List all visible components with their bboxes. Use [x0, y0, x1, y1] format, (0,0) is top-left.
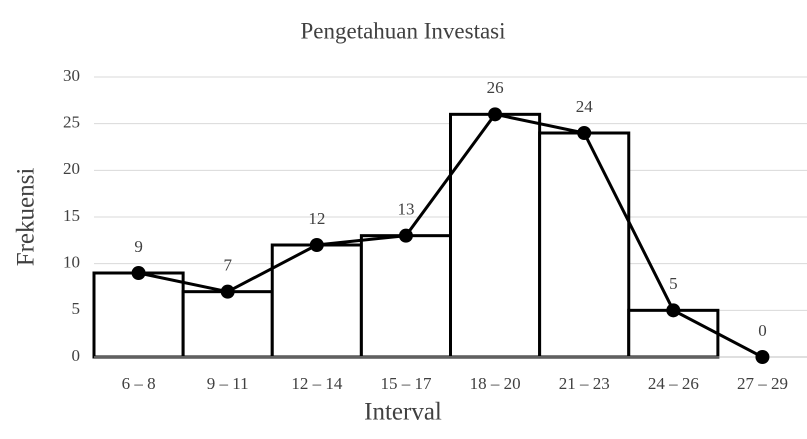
bar [181, 290, 274, 359]
y-tick-label: 30 [63, 66, 80, 85]
y-tick-label: 0 [72, 346, 81, 365]
frequency-polygon [138, 112, 764, 359]
point-marker [220, 284, 235, 299]
bar [92, 271, 185, 359]
x-tick-label: 27 – 29 [737, 374, 788, 393]
point-marker [131, 266, 146, 280]
y-tick-label: 10 [63, 253, 80, 272]
y-tick-label: 20 [63, 159, 80, 178]
point-marker [577, 126, 592, 140]
point-marker [666, 303, 681, 318]
data-label: 24 [576, 97, 594, 116]
data-label: 13 [397, 200, 414, 219]
data-label: 0 [758, 321, 767, 340]
x-tick-label: 15 – 17 [380, 374, 432, 393]
chart-title: Pengetahuan Investasi [300, 18, 505, 43]
point-marker [398, 228, 413, 243]
point-marker [755, 350, 770, 364]
y-tick-label: 5 [72, 299, 81, 318]
data-label: 7 [223, 256, 232, 275]
x-tick-label: 6 – 8 [122, 374, 156, 393]
y-tick-label: 25 [63, 113, 80, 132]
point-marker [309, 238, 324, 252]
bar [449, 112, 542, 359]
data-label: 26 [487, 78, 504, 97]
x-axis-title: Interval [364, 399, 442, 426]
x-tick-label: 18 – 20 [470, 374, 521, 393]
data-label: 9 [134, 237, 143, 256]
y-tick-label: 15 [63, 206, 80, 225]
x-tick-label: 24 – 26 [648, 374, 699, 393]
bar [538, 131, 631, 359]
x-tick-label: 21 – 23 [559, 374, 610, 393]
y-axis-title: Frekuensi [13, 168, 40, 267]
x-tick-label: 9 – 11 [207, 374, 249, 393]
point-marker [488, 107, 503, 122]
x-tick-label: 12 – 14 [291, 374, 343, 393]
data-label: 12 [308, 209, 325, 228]
bar [359, 234, 452, 359]
data-label: 5 [669, 274, 678, 293]
